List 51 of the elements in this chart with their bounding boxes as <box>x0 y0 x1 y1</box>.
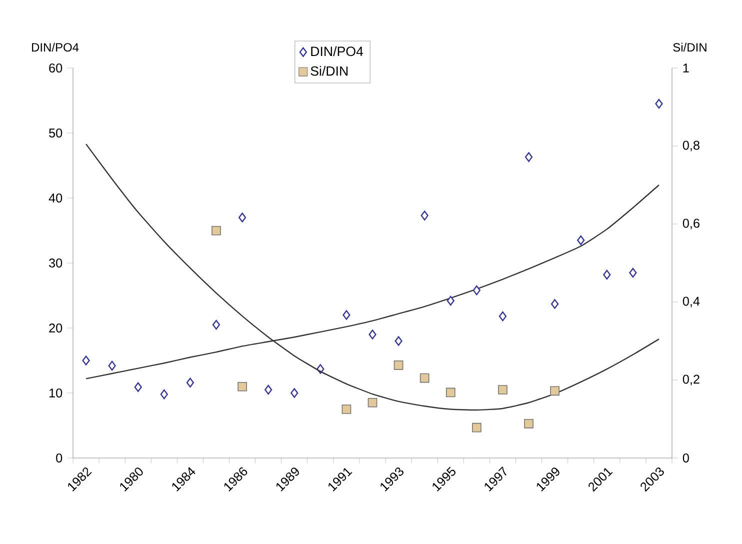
point <box>342 404 352 414</box>
y2-tick-label: 0,6 <box>682 218 700 230</box>
point <box>524 152 533 162</box>
y2-tick-label: 0,2 <box>682 374 700 386</box>
point <box>160 389 168 400</box>
point <box>420 210 428 220</box>
point <box>290 388 298 398</box>
point <box>342 310 350 320</box>
point <box>186 378 194 388</box>
point <box>472 422 482 432</box>
point <box>82 356 90 366</box>
y-tick-label: 40 <box>48 194 62 202</box>
point <box>368 398 378 408</box>
point <box>655 98 663 109</box>
y2-tick-label: 0,8 <box>682 140 700 152</box>
point <box>498 385 508 394</box>
point <box>368 330 376 340</box>
point <box>108 360 116 371</box>
point <box>264 384 272 395</box>
y-tick-label: 0 <box>56 454 62 462</box>
point <box>472 285 480 296</box>
y-tick-label: 10 <box>49 388 62 398</box>
point <box>238 212 246 222</box>
y-tick-label: 60 <box>49 64 62 72</box>
point <box>394 336 402 346</box>
y-tick-label: 20 <box>49 324 62 332</box>
point <box>551 299 559 309</box>
point <box>238 382 247 392</box>
y2-tick-label: 0 <box>682 454 689 462</box>
point <box>603 270 611 280</box>
point <box>212 226 221 236</box>
legend-label: Si/DIN <box>310 66 348 76</box>
point <box>212 320 220 330</box>
point <box>524 419 534 428</box>
line-series <box>85 143 660 411</box>
y-axis-title: DIN/PO4 <box>32 42 79 52</box>
point <box>550 386 560 396</box>
y-tick-label: 50 <box>49 128 62 138</box>
y2-tick-label: 1 <box>683 64 689 72</box>
point <box>577 235 585 246</box>
y-tick-label: 30 <box>48 258 62 268</box>
point <box>134 382 142 392</box>
point <box>394 360 404 370</box>
point <box>420 373 430 383</box>
y2-axis-title: Si/DIN <box>673 42 706 52</box>
point <box>446 388 456 398</box>
point <box>498 311 507 322</box>
point <box>446 296 454 306</box>
legend-label: DIN/PO4 <box>311 46 364 56</box>
y2-tick-label: 0,4 <box>682 296 700 308</box>
point <box>629 268 637 278</box>
